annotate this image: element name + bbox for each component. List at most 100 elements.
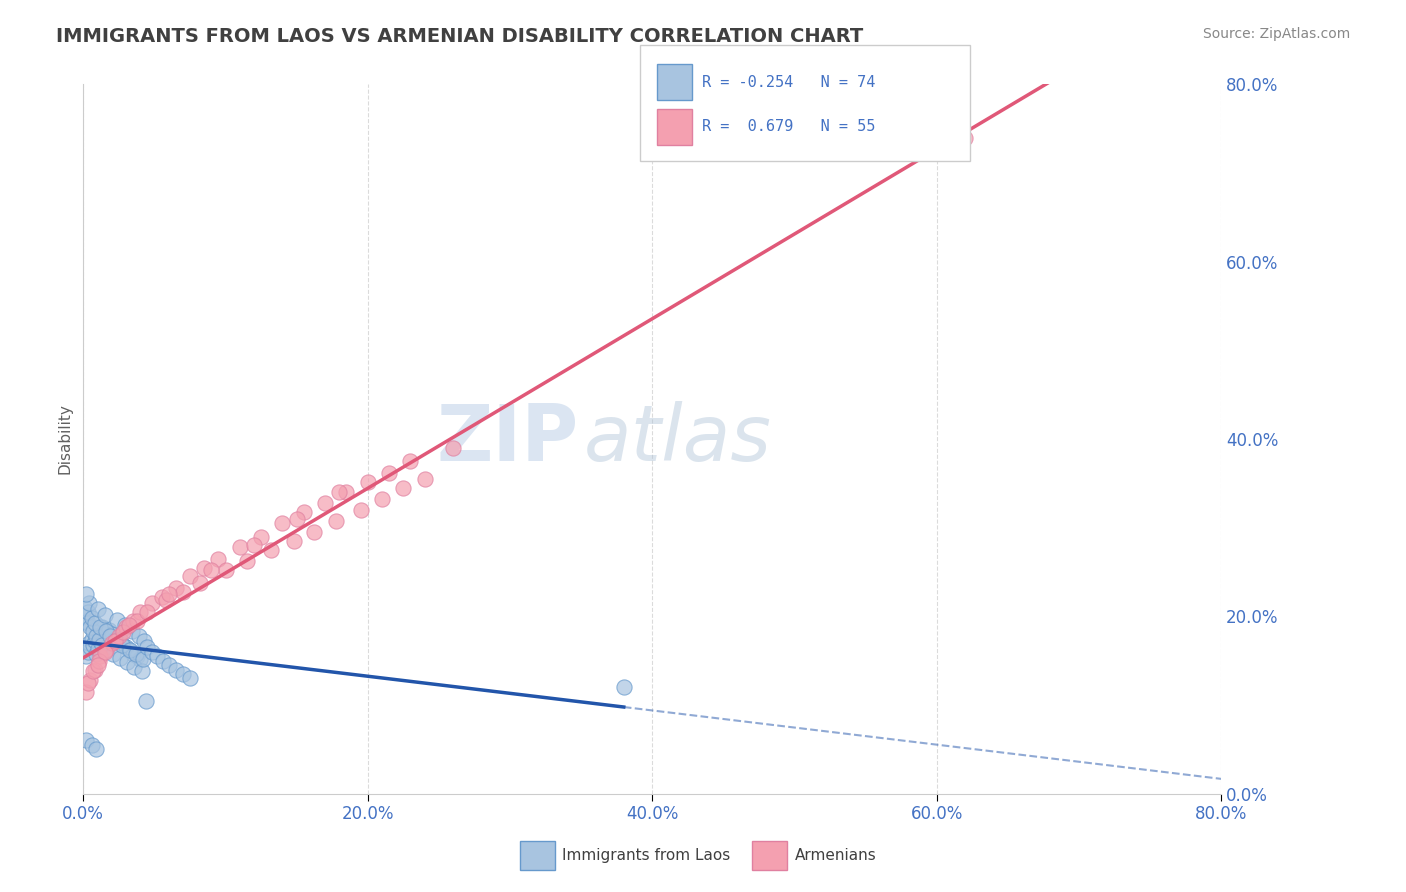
Point xyxy=(136,640,159,655)
Point xyxy=(271,516,294,531)
Point xyxy=(82,638,104,652)
Point xyxy=(129,605,152,619)
Point xyxy=(94,643,117,657)
Point xyxy=(90,638,112,652)
Point xyxy=(115,640,138,655)
Text: atlas: atlas xyxy=(583,401,772,477)
Point xyxy=(127,649,149,664)
Point xyxy=(105,633,128,648)
Point xyxy=(86,642,108,657)
Point xyxy=(179,672,201,686)
Point xyxy=(93,607,115,622)
Point xyxy=(91,631,114,645)
Point xyxy=(157,658,180,673)
Point xyxy=(371,492,394,507)
Point xyxy=(134,634,156,648)
Text: IMMIGRANTS FROM LAOS VS ARMENIAN DISABILITY CORRELATION CHART: IMMIGRANTS FROM LAOS VS ARMENIAN DISABIL… xyxy=(56,27,863,45)
Point xyxy=(114,618,136,632)
Point xyxy=(122,614,145,628)
Point xyxy=(165,581,187,595)
Point xyxy=(150,590,173,604)
Point xyxy=(76,645,98,659)
Point xyxy=(98,629,121,643)
Point xyxy=(80,738,103,752)
Point xyxy=(82,665,104,679)
Point xyxy=(260,542,283,557)
Point xyxy=(302,525,325,540)
Point xyxy=(97,623,120,637)
Point xyxy=(292,505,315,519)
Point xyxy=(76,605,98,619)
Point xyxy=(75,733,97,747)
Point xyxy=(79,640,101,655)
Text: ZIP: ZIP xyxy=(436,401,578,477)
Point xyxy=(283,534,305,549)
Point xyxy=(87,633,110,648)
Point xyxy=(86,658,108,673)
Point xyxy=(80,611,103,625)
Point xyxy=(146,649,169,664)
Text: Source: ZipAtlas.com: Source: ZipAtlas.com xyxy=(1202,27,1350,41)
Point xyxy=(115,620,138,634)
Point xyxy=(100,636,122,650)
Point xyxy=(89,649,111,664)
Text: R = -0.254   N = 74: R = -0.254 N = 74 xyxy=(702,75,875,89)
Point xyxy=(108,629,131,643)
Point xyxy=(118,643,141,657)
Point xyxy=(94,640,117,655)
Point xyxy=(132,652,155,666)
Point xyxy=(107,613,129,627)
Point xyxy=(236,554,259,568)
Point xyxy=(80,632,103,646)
Point xyxy=(285,512,308,526)
Point xyxy=(243,538,266,552)
Point xyxy=(82,624,104,639)
Text: R =  0.679   N = 55: R = 0.679 N = 55 xyxy=(702,120,875,134)
Point xyxy=(392,481,415,495)
Point xyxy=(94,624,117,639)
Point xyxy=(136,605,159,619)
Text: Armenians: Armenians xyxy=(794,848,876,863)
Point xyxy=(131,665,153,679)
Point xyxy=(172,667,194,681)
Point xyxy=(378,466,401,480)
Point xyxy=(155,593,177,607)
Point xyxy=(84,629,107,643)
Point xyxy=(179,569,201,583)
Point xyxy=(117,656,139,670)
Point xyxy=(953,130,976,145)
Point xyxy=(89,620,111,634)
Point xyxy=(124,660,146,674)
Point xyxy=(83,634,105,648)
Point xyxy=(125,648,148,662)
Point xyxy=(172,584,194,599)
Point xyxy=(100,627,122,641)
Point xyxy=(325,514,347,528)
Point xyxy=(84,647,107,661)
Point xyxy=(79,620,101,634)
Point xyxy=(121,624,143,638)
Point xyxy=(250,530,273,544)
Point xyxy=(112,638,135,652)
Point xyxy=(86,602,108,616)
Point xyxy=(229,540,252,554)
Point xyxy=(87,629,110,643)
Point xyxy=(120,643,142,657)
Point xyxy=(357,475,380,489)
Point xyxy=(73,614,96,628)
Point xyxy=(84,742,107,756)
Point xyxy=(441,441,464,455)
Point xyxy=(200,563,222,577)
Point xyxy=(76,616,98,631)
Point xyxy=(77,636,100,650)
Point xyxy=(103,634,125,648)
Point xyxy=(214,563,236,577)
Point xyxy=(613,681,636,695)
Point xyxy=(101,647,124,661)
Point xyxy=(129,652,152,666)
Point xyxy=(83,615,105,630)
Point xyxy=(157,587,180,601)
Point xyxy=(152,654,174,668)
Point xyxy=(110,651,132,665)
Point xyxy=(193,560,215,574)
